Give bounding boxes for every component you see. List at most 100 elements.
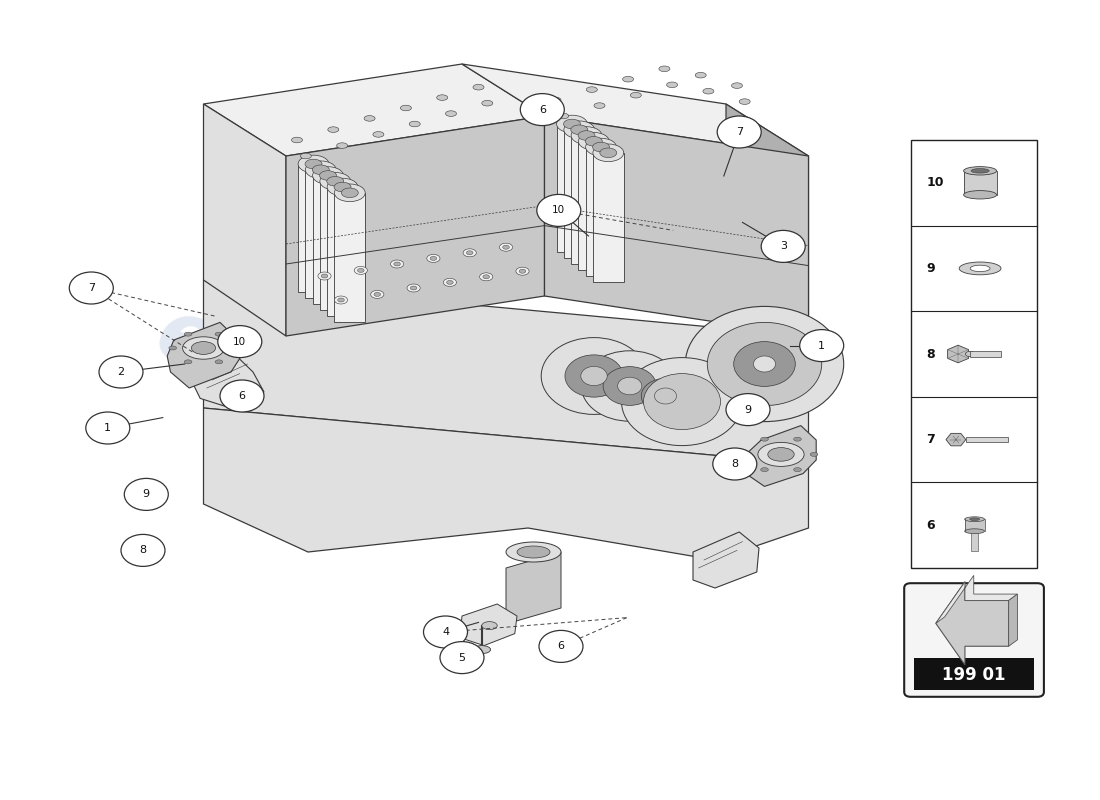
Ellipse shape (483, 274, 490, 278)
Polygon shape (746, 426, 816, 486)
Text: 8: 8 (140, 546, 146, 555)
Text: 10: 10 (552, 206, 565, 215)
Ellipse shape (338, 298, 344, 302)
Bar (966, 437, 1008, 442)
Text: 6: 6 (926, 518, 935, 532)
Text: 3: 3 (780, 242, 786, 251)
Text: 8: 8 (732, 459, 738, 469)
Ellipse shape (739, 99, 750, 104)
Circle shape (124, 478, 168, 510)
Polygon shape (334, 193, 365, 322)
Circle shape (621, 358, 742, 446)
Polygon shape (320, 182, 351, 310)
Circle shape (537, 194, 581, 226)
Polygon shape (327, 187, 358, 316)
Bar (964, 171, 997, 194)
Circle shape (641, 378, 690, 414)
Text: 10: 10 (926, 176, 944, 190)
Ellipse shape (579, 130, 595, 140)
Circle shape (603, 366, 657, 406)
Circle shape (621, 364, 710, 428)
Ellipse shape (964, 166, 997, 175)
Ellipse shape (306, 161, 337, 178)
Ellipse shape (558, 114, 569, 118)
Ellipse shape (466, 250, 473, 254)
Circle shape (581, 366, 607, 386)
Ellipse shape (400, 106, 411, 110)
Ellipse shape (430, 256, 437, 261)
Ellipse shape (334, 296, 348, 304)
Ellipse shape (394, 262, 400, 266)
Polygon shape (936, 582, 1009, 665)
Ellipse shape (623, 76, 634, 82)
Ellipse shape (183, 337, 224, 359)
Text: 1: 1 (104, 423, 111, 433)
Circle shape (541, 338, 647, 414)
Polygon shape (167, 322, 240, 388)
Text: 7: 7 (88, 283, 95, 293)
Ellipse shape (630, 93, 641, 98)
Ellipse shape (970, 518, 980, 521)
Ellipse shape (390, 260, 404, 268)
Ellipse shape (437, 95, 448, 100)
Ellipse shape (571, 126, 602, 144)
Polygon shape (946, 434, 966, 446)
Ellipse shape (516, 267, 529, 275)
Ellipse shape (334, 184, 365, 202)
Ellipse shape (959, 262, 1001, 274)
Ellipse shape (594, 103, 605, 108)
Circle shape (69, 272, 113, 304)
Ellipse shape (319, 170, 337, 180)
Bar (965, 519, 985, 531)
Ellipse shape (794, 437, 801, 441)
Text: 4: 4 (442, 627, 449, 637)
Text: 199 01: 199 01 (943, 666, 1005, 684)
Circle shape (539, 630, 583, 662)
Ellipse shape (506, 542, 561, 562)
Ellipse shape (300, 154, 311, 158)
Ellipse shape (321, 274, 328, 278)
Circle shape (717, 116, 761, 148)
Ellipse shape (744, 452, 751, 456)
Ellipse shape (374, 292, 381, 296)
Text: 10: 10 (233, 337, 246, 346)
Ellipse shape (364, 115, 375, 121)
Ellipse shape (585, 138, 616, 156)
Circle shape (99, 356, 143, 388)
Ellipse shape (214, 360, 222, 364)
Ellipse shape (463, 249, 476, 257)
Circle shape (726, 394, 770, 426)
Ellipse shape (482, 622, 497, 630)
Circle shape (644, 374, 721, 430)
Text: 6: 6 (539, 105, 546, 114)
Text: a passion for parts since 1985: a passion for parts since 1985 (201, 234, 569, 374)
Polygon shape (306, 170, 337, 298)
Ellipse shape (312, 166, 343, 184)
Bar (970, 350, 1001, 357)
Ellipse shape (768, 447, 794, 461)
Ellipse shape (354, 266, 367, 274)
Circle shape (220, 380, 264, 412)
Ellipse shape (320, 173, 351, 190)
Ellipse shape (185, 332, 192, 336)
Text: 2: 2 (118, 367, 124, 377)
Ellipse shape (446, 111, 456, 116)
Circle shape (754, 356, 776, 372)
Ellipse shape (327, 178, 358, 196)
Ellipse shape (185, 360, 192, 364)
Ellipse shape (550, 98, 561, 102)
Text: eurospares: eurospares (146, 293, 690, 539)
Text: 9: 9 (745, 405, 751, 414)
Ellipse shape (964, 190, 997, 199)
Circle shape (424, 616, 468, 648)
Ellipse shape (427, 254, 440, 262)
Polygon shape (726, 104, 808, 336)
Polygon shape (936, 575, 1018, 623)
Ellipse shape (482, 101, 493, 106)
Polygon shape (544, 116, 808, 336)
Ellipse shape (667, 82, 678, 87)
Bar (914, 658, 1034, 690)
Polygon shape (460, 604, 517, 646)
Ellipse shape (407, 284, 420, 292)
Polygon shape (506, 552, 561, 624)
